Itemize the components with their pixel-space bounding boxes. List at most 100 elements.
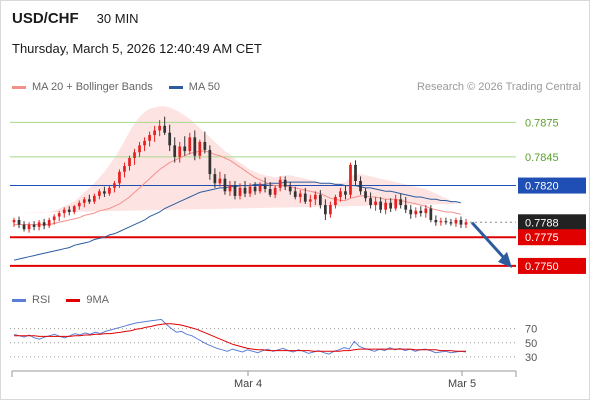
candle-body xyxy=(218,178,222,184)
candle xyxy=(464,218,468,229)
candle-body xyxy=(339,191,342,198)
candle-body xyxy=(108,187,111,194)
candle-body xyxy=(324,205,327,215)
candle xyxy=(313,191,317,206)
candle xyxy=(444,217,448,225)
candle-body xyxy=(253,186,257,192)
ma50-swatch xyxy=(168,85,183,89)
candle xyxy=(324,199,327,220)
candle xyxy=(359,176,362,195)
candle xyxy=(334,194,337,209)
candle-body xyxy=(118,171,121,184)
candle xyxy=(293,186,297,200)
rsi-tick-label: 50 xyxy=(525,338,537,350)
legend-rsi-label: RSI xyxy=(32,294,51,306)
candle-body xyxy=(37,222,41,227)
candle-body xyxy=(168,132,172,146)
candle-body xyxy=(87,199,91,202)
candle-body xyxy=(454,220,458,224)
candle xyxy=(178,141,182,163)
research-credit: Research © 2026 Trading Central xyxy=(416,81,581,93)
candle-body xyxy=(92,195,96,202)
candle-body xyxy=(389,202,393,209)
candle-body xyxy=(238,187,242,196)
candle-body xyxy=(208,149,212,175)
ma9-swatch xyxy=(66,298,81,302)
candle xyxy=(17,216,21,229)
candle-body xyxy=(22,224,26,230)
candle-body xyxy=(258,185,262,192)
candle-body xyxy=(198,141,202,156)
candle-body xyxy=(138,145,141,153)
legend-rsi: RSI xyxy=(12,294,50,306)
x-tick-label: Mar 5 xyxy=(448,378,476,390)
candle-body xyxy=(103,191,106,194)
candle-body xyxy=(243,187,247,194)
candle-body xyxy=(228,185,232,192)
candle xyxy=(198,139,202,160)
level-label-pivot: 0.7820 xyxy=(525,181,559,193)
candle xyxy=(273,185,277,199)
candle-body xyxy=(318,194,322,206)
candle xyxy=(349,162,352,199)
candle xyxy=(87,194,91,204)
candle-body xyxy=(449,222,453,224)
candle xyxy=(268,182,272,198)
level-tag-pivot xyxy=(518,177,586,194)
candle xyxy=(243,180,247,198)
candle xyxy=(419,206,423,217)
candle-body xyxy=(72,206,76,212)
candle-body xyxy=(47,220,51,226)
candle-body xyxy=(133,152,136,158)
candle-body xyxy=(123,166,126,172)
candle-body xyxy=(12,220,16,223)
candle-body xyxy=(62,209,66,214)
candle-body xyxy=(143,140,146,146)
candle xyxy=(37,220,41,231)
chart-header: USD/CHF 30 MIN xyxy=(12,10,139,28)
candle-body xyxy=(57,213,61,217)
ma20-line xyxy=(14,150,462,226)
candle xyxy=(108,185,111,196)
candle-body xyxy=(399,199,403,206)
rsi-swatch xyxy=(12,298,26,302)
candle-body xyxy=(414,210,418,215)
candle xyxy=(32,221,36,231)
candle xyxy=(153,125,156,142)
candle-body xyxy=(374,201,377,206)
candle-body xyxy=(354,164,357,181)
level-tag-support-2 xyxy=(518,257,586,274)
candle xyxy=(223,174,227,195)
candle xyxy=(384,199,388,215)
candle-body xyxy=(148,135,151,141)
candle xyxy=(339,187,342,202)
candle-body xyxy=(379,201,382,210)
candle xyxy=(278,176,282,192)
candle xyxy=(399,193,403,209)
candle-body xyxy=(278,179,282,188)
candle-body xyxy=(459,220,463,225)
candle-body xyxy=(17,220,21,225)
candle xyxy=(123,162,126,178)
candle xyxy=(228,180,232,196)
candle-body xyxy=(404,205,408,210)
candle xyxy=(233,180,237,200)
candle-body xyxy=(32,224,36,227)
candle-body xyxy=(434,220,438,223)
candle-body xyxy=(153,130,156,136)
forecast-arrow-head xyxy=(498,251,512,268)
timeframe-label[interactable]: 30 MIN xyxy=(96,11,139,26)
candle-body xyxy=(213,174,217,184)
candle xyxy=(158,120,162,137)
rsi-tick-label: 30 xyxy=(525,352,537,364)
level-label-support-2: 0.7750 xyxy=(525,261,559,273)
candle-body xyxy=(444,221,448,223)
candle-body xyxy=(283,179,287,187)
legend-9ma: 9MA xyxy=(66,294,109,306)
legend-ma50-label: MA 50 xyxy=(188,81,220,93)
candle xyxy=(98,189,101,200)
candle xyxy=(168,124,172,152)
candle-body xyxy=(364,191,367,199)
candle xyxy=(203,131,207,154)
